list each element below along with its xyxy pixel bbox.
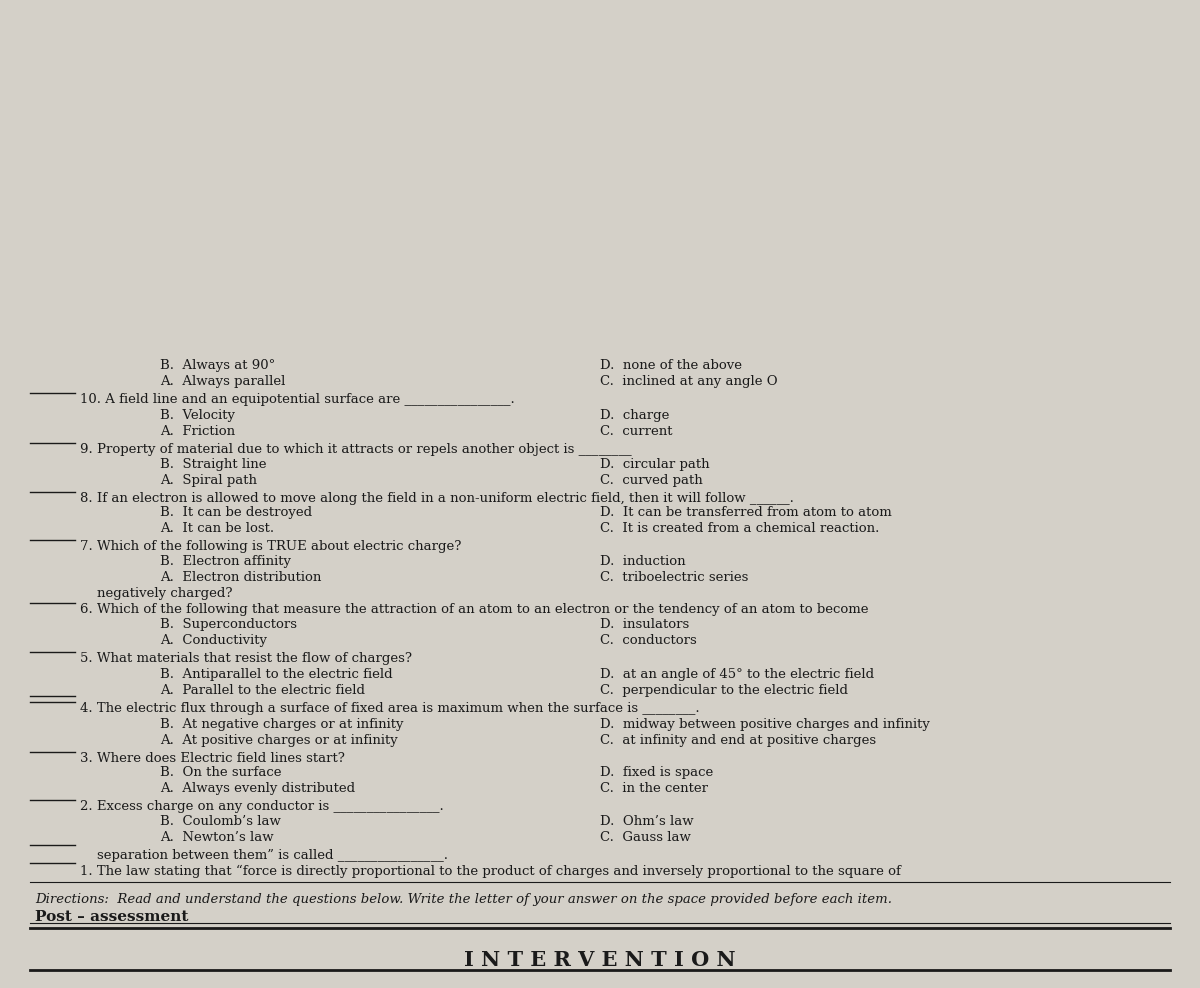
Text: A.  Always evenly distributed: A. Always evenly distributed xyxy=(160,782,355,795)
Text: D.  at an angle of 45° to the electric field: D. at an angle of 45° to the electric fi… xyxy=(600,668,874,681)
Text: D.  Ohm’s law: D. Ohm’s law xyxy=(600,815,694,828)
Text: D.  fixed is space: D. fixed is space xyxy=(600,766,713,779)
Text: B.  Velocity: B. Velocity xyxy=(160,409,235,422)
Text: C.  at infinity and end at positive charges: C. at infinity and end at positive charg… xyxy=(600,734,876,747)
Text: A.  Electron distribution: A. Electron distribution xyxy=(160,571,322,584)
Text: A.  At positive charges or at infinity: A. At positive charges or at infinity xyxy=(160,734,397,747)
Text: negatively charged?: negatively charged? xyxy=(80,587,233,600)
Text: A.  Spiral path: A. Spiral path xyxy=(160,474,257,487)
Text: separation between them” is called ________________.: separation between them” is called _____… xyxy=(80,849,448,862)
Text: A.  It can be lost.: A. It can be lost. xyxy=(160,522,274,535)
Text: C.  curved path: C. curved path xyxy=(600,474,703,487)
Text: B.  It can be destroyed: B. It can be destroyed xyxy=(160,506,312,519)
Text: I N T E R V E N T I O N: I N T E R V E N T I O N xyxy=(464,950,736,970)
Text: A.  Friction: A. Friction xyxy=(160,425,235,438)
Text: D.  induction: D. induction xyxy=(600,555,685,568)
Text: B.  Straight line: B. Straight line xyxy=(160,458,266,471)
Text: B.  Antiparallel to the electric field: B. Antiparallel to the electric field xyxy=(160,668,392,681)
Text: 4. The electric flux through a surface of fixed area is maximum when the surface: 4. The electric flux through a surface o… xyxy=(80,702,700,715)
Text: C.  conductors: C. conductors xyxy=(600,634,697,647)
Text: B.  Superconductors: B. Superconductors xyxy=(160,618,298,631)
Text: C.  It is created from a chemical reaction.: C. It is created from a chemical reactio… xyxy=(600,522,880,535)
Text: D.  none of the above: D. none of the above xyxy=(600,359,742,372)
Text: D.  circular path: D. circular path xyxy=(600,458,709,471)
Text: B.  Coulomb’s law: B. Coulomb’s law xyxy=(160,815,281,828)
Text: B.  Electron affinity: B. Electron affinity xyxy=(160,555,292,568)
Text: 6. Which of the following that measure the attraction of an atom to an electron : 6. Which of the following that measure t… xyxy=(80,603,869,616)
Text: 10. A field line and an equipotential surface are ________________.: 10. A field line and an equipotential su… xyxy=(80,393,515,406)
Text: D.  charge: D. charge xyxy=(600,409,670,422)
Text: C.  in the center: C. in the center xyxy=(600,782,708,795)
Text: 7. Which of the following is TRUE about electric charge?: 7. Which of the following is TRUE about … xyxy=(80,540,461,553)
Text: 2. Excess charge on any conductor is ________________.: 2. Excess charge on any conductor is ___… xyxy=(80,800,444,813)
Text: 1. The law stating that “force is directly proportional to the product of charge: 1. The law stating that “force is direct… xyxy=(80,865,901,878)
Text: D.  It can be transferred from atom to atom: D. It can be transferred from atom to at… xyxy=(600,506,892,519)
Text: A.  Always parallel: A. Always parallel xyxy=(160,375,286,388)
Text: B.  On the surface: B. On the surface xyxy=(160,766,282,779)
Text: C.  triboelectric series: C. triboelectric series xyxy=(600,571,749,584)
Text: Post – assessment: Post – assessment xyxy=(35,910,188,924)
Text: 3. Where does Electric field lines start?: 3. Where does Electric field lines start… xyxy=(80,752,344,765)
Text: 5. What materials that resist the flow of charges?: 5. What materials that resist the flow o… xyxy=(80,652,412,665)
Text: 8. If an electron is allowed to move along the field in a non-uniform electric f: 8. If an electron is allowed to move alo… xyxy=(80,492,794,505)
Text: 9. Property of material due to which it attracts or repels another object is ___: 9. Property of material due to which it … xyxy=(80,443,631,456)
Text: B.  At negative charges or at infinity: B. At negative charges or at infinity xyxy=(160,718,403,731)
Text: Directions:  Read and understand the questions below. Write the letter of your a: Directions: Read and understand the ques… xyxy=(35,893,892,906)
Text: C.  inclined at any angle O: C. inclined at any angle O xyxy=(600,375,778,388)
Text: B.  Always at 90°: B. Always at 90° xyxy=(160,359,275,372)
Text: C.  perpendicular to the electric field: C. perpendicular to the electric field xyxy=(600,684,848,697)
Text: C.  Gauss law: C. Gauss law xyxy=(600,831,691,844)
Text: D.  insulators: D. insulators xyxy=(600,618,689,631)
Text: A.  Newton’s law: A. Newton’s law xyxy=(160,831,274,844)
Text: D.  midway between positive charges and infinity: D. midway between positive charges and i… xyxy=(600,718,930,731)
Text: A.  Conductivity: A. Conductivity xyxy=(160,634,266,647)
Text: A.  Parallel to the electric field: A. Parallel to the electric field xyxy=(160,684,365,697)
Text: C.  current: C. current xyxy=(600,425,672,438)
